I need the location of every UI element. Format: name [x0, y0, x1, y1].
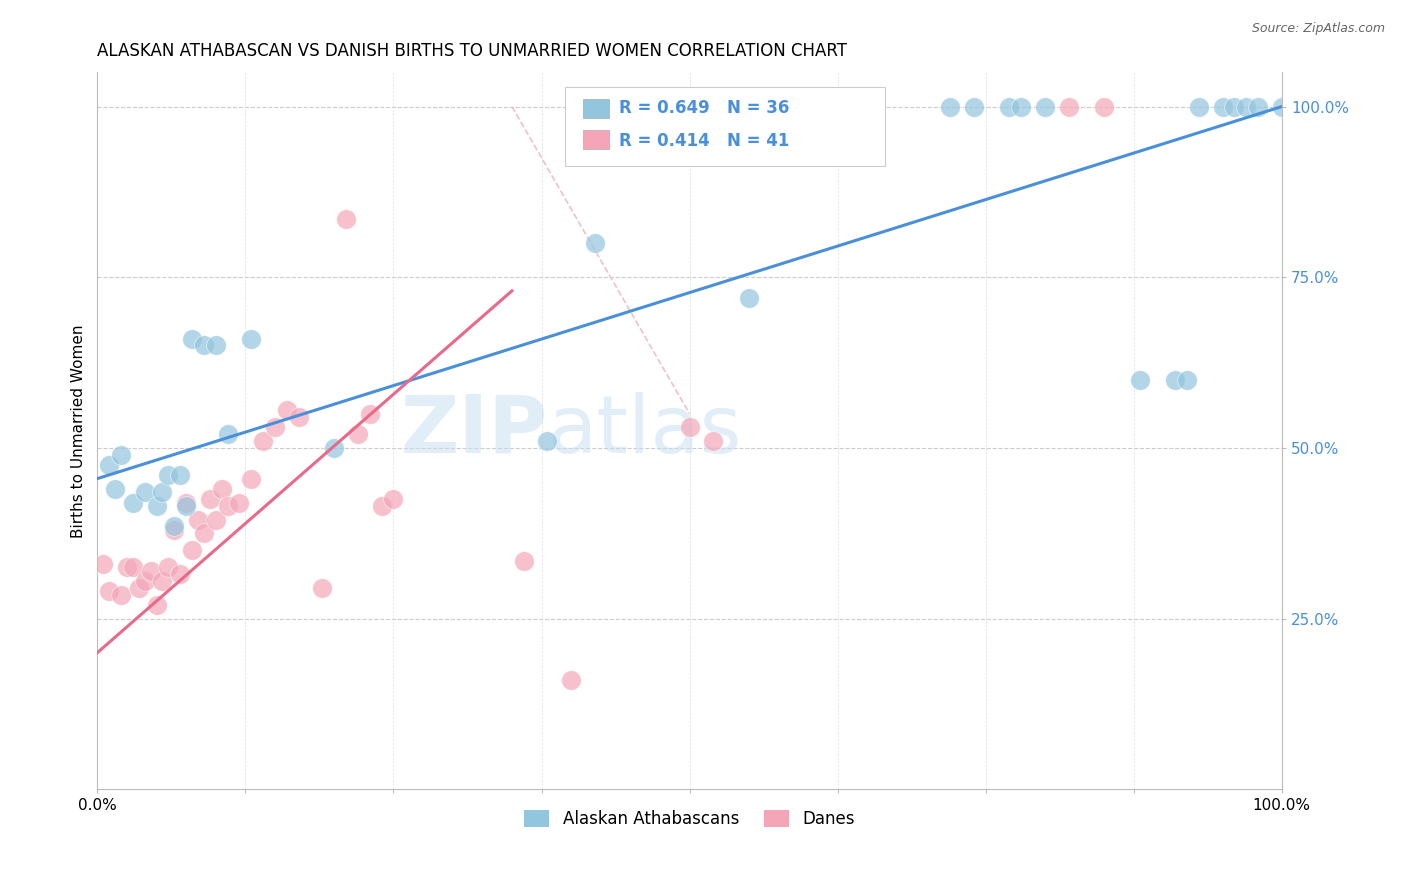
Text: R = 0.414   N = 41: R = 0.414 N = 41: [619, 131, 789, 150]
Point: [939, 99, 962, 113]
Point: [157, 468, 180, 483]
Point: [145, 598, 167, 612]
Point: [187, 512, 209, 526]
Point: [335, 212, 357, 227]
Point: [169, 567, 191, 582]
FancyBboxPatch shape: [565, 87, 884, 166]
Text: Source: ZipAtlas.com: Source: ZipAtlas.com: [1251, 22, 1385, 36]
Point: [264, 420, 287, 434]
Point: [122, 560, 145, 574]
Point: [134, 574, 156, 588]
Text: ALASKAN ATHABASCAN VS DANISH BIRTHS TO UNMARRIED WOMEN CORRELATION CHART: ALASKAN ATHABASCAN VS DANISH BIRTHS TO U…: [97, 42, 848, 60]
Point: [276, 403, 298, 417]
Point: [323, 441, 346, 455]
Point: [1010, 99, 1032, 113]
FancyBboxPatch shape: [583, 99, 609, 118]
Y-axis label: Births to Unmarried Women: Births to Unmarried Women: [72, 324, 86, 538]
Point: [163, 519, 186, 533]
Point: [1175, 373, 1198, 387]
Point: [998, 99, 1021, 113]
Point: [134, 485, 156, 500]
Point: [91, 557, 114, 571]
Text: atlas: atlas: [547, 392, 742, 470]
Point: [1188, 99, 1211, 113]
Point: [513, 553, 536, 567]
Point: [139, 564, 162, 578]
Point: [169, 468, 191, 483]
Point: [98, 458, 121, 472]
Point: [181, 543, 204, 558]
Point: [1271, 99, 1294, 113]
Point: [359, 407, 381, 421]
Point: [240, 332, 263, 346]
Point: [240, 472, 263, 486]
Point: [193, 338, 215, 352]
Point: [157, 560, 180, 574]
Point: [702, 434, 724, 448]
Legend: Alaskan Athabascans, Danes: Alaskan Athabascans, Danes: [517, 803, 862, 835]
Point: [821, 99, 844, 113]
Point: [104, 482, 127, 496]
Point: [1223, 99, 1246, 113]
Point: [217, 427, 239, 442]
Point: [1129, 373, 1152, 387]
Point: [844, 99, 866, 113]
Point: [217, 499, 239, 513]
FancyBboxPatch shape: [583, 130, 609, 149]
Point: [725, 99, 748, 113]
Text: ZIP: ZIP: [401, 392, 547, 470]
Point: [536, 434, 558, 448]
Point: [287, 410, 309, 425]
Point: [1247, 99, 1270, 113]
Point: [738, 291, 761, 305]
Point: [181, 332, 204, 346]
Text: R = 0.649   N = 36: R = 0.649 N = 36: [619, 99, 789, 117]
Point: [163, 523, 186, 537]
Point: [347, 427, 370, 442]
Point: [152, 485, 174, 500]
Point: [1164, 373, 1187, 387]
Point: [228, 495, 250, 509]
Point: [963, 99, 986, 113]
Point: [749, 99, 772, 113]
Point: [152, 574, 174, 588]
Point: [382, 492, 405, 507]
Point: [110, 448, 132, 462]
Point: [193, 526, 215, 541]
Point: [204, 512, 226, 526]
Point: [198, 492, 221, 507]
Point: [98, 584, 121, 599]
Point: [1234, 99, 1257, 113]
Point: [128, 581, 150, 595]
Point: [370, 499, 392, 513]
Point: [311, 581, 333, 595]
Point: [122, 495, 145, 509]
Point: [560, 673, 582, 687]
Point: [1057, 99, 1080, 113]
Point: [1033, 99, 1056, 113]
Point: [174, 495, 197, 509]
Point: [204, 338, 226, 352]
Point: [252, 434, 274, 448]
Point: [678, 420, 700, 434]
Point: [145, 499, 167, 513]
Point: [1212, 99, 1234, 113]
Point: [583, 236, 606, 251]
Point: [1092, 99, 1115, 113]
Point: [174, 499, 197, 513]
Point: [115, 560, 138, 574]
Point: [211, 482, 233, 496]
Point: [110, 588, 132, 602]
